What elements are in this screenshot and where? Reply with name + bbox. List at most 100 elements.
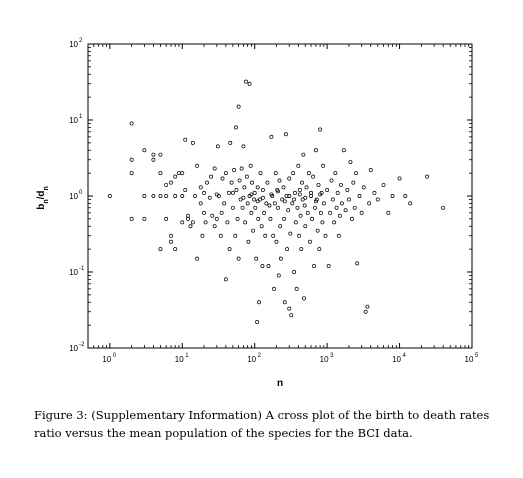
data-point xyxy=(241,144,246,149)
y-label-sub-1: n xyxy=(43,199,50,203)
data-point xyxy=(372,190,377,195)
x-tick-exponent: 3 xyxy=(330,353,334,359)
data-point xyxy=(249,210,254,215)
data-point xyxy=(129,121,134,126)
data-point xyxy=(255,320,260,324)
x-tick-label: 10 xyxy=(392,355,401,364)
data-point xyxy=(397,176,402,181)
data-point xyxy=(326,264,331,268)
data-point xyxy=(129,171,134,176)
data-point xyxy=(282,199,287,204)
data-point xyxy=(292,197,297,202)
data-point xyxy=(276,205,280,210)
data-point xyxy=(309,194,313,198)
data-point xyxy=(255,185,260,190)
data-point xyxy=(282,216,287,221)
data-point xyxy=(314,197,319,202)
data-point xyxy=(288,231,293,236)
data-point xyxy=(263,233,268,238)
data-point xyxy=(129,157,134,162)
data-point xyxy=(284,194,289,198)
data-point xyxy=(246,239,251,244)
data-point xyxy=(245,201,250,206)
data-point xyxy=(269,134,274,139)
data-point xyxy=(158,247,163,252)
data-point xyxy=(210,213,215,218)
data-point xyxy=(317,247,322,252)
y-label-b: b xyxy=(36,204,47,210)
x-tick-exponent: 0 xyxy=(113,353,117,359)
data-point xyxy=(232,168,237,172)
data-point xyxy=(268,216,273,221)
data-point xyxy=(338,182,343,187)
data-point xyxy=(262,210,267,215)
data-point xyxy=(198,201,203,206)
x-tick-exponent: 2 xyxy=(258,353,262,359)
y-tick-label: 10 xyxy=(69,192,78,201)
y-tick-label: 10 xyxy=(69,344,78,353)
data-point xyxy=(349,216,354,221)
data-point xyxy=(266,264,271,268)
data-point xyxy=(173,247,178,252)
data-point xyxy=(142,194,147,198)
data-point xyxy=(318,210,323,215)
data-point xyxy=(355,261,360,266)
data-point xyxy=(212,224,217,229)
data-point xyxy=(164,194,169,198)
data-point xyxy=(225,220,230,225)
svg-text:bn/dn: bn/dn xyxy=(36,186,50,210)
data-point xyxy=(311,174,316,179)
x-axis-label: n xyxy=(277,378,283,389)
data-point xyxy=(297,188,302,192)
data-point xyxy=(351,180,356,185)
data-point xyxy=(237,178,242,183)
data-point xyxy=(207,195,212,200)
data-point xyxy=(346,197,351,202)
data-point xyxy=(381,182,386,187)
data-point xyxy=(287,306,292,311)
data-point xyxy=(251,228,256,233)
data-point xyxy=(173,194,178,198)
x-tick-exponent: 4 xyxy=(403,353,407,359)
data-point xyxy=(302,203,307,208)
data-point xyxy=(341,148,346,153)
data-point xyxy=(365,304,370,309)
data-point xyxy=(333,171,338,176)
data-point xyxy=(180,171,185,176)
data-point xyxy=(293,220,298,225)
data-point xyxy=(345,188,350,192)
data-point xyxy=(265,180,270,185)
plot-area-frame xyxy=(87,43,473,349)
data-point xyxy=(252,197,256,202)
data-point xyxy=(357,194,362,198)
data-point xyxy=(303,224,308,229)
data-point xyxy=(195,256,199,261)
data-point xyxy=(272,286,276,291)
data-point xyxy=(233,125,238,130)
data-point xyxy=(236,104,241,109)
data-point xyxy=(313,148,318,153)
data-point xyxy=(305,210,310,215)
data-point xyxy=(283,132,288,137)
y-tick-exponent: 0 xyxy=(79,190,83,196)
data-point xyxy=(316,182,321,187)
x-axis-ticks: 10 0 10 1 10 2 10 3 10 4 10 5 xyxy=(93,44,479,364)
data-point xyxy=(408,201,413,206)
data-point xyxy=(273,171,278,176)
data-point xyxy=(425,174,430,179)
data-point xyxy=(321,163,326,168)
data-point xyxy=(367,201,372,206)
data-point xyxy=(260,195,265,200)
data-point xyxy=(313,199,318,204)
y-tick-exponent: 2 xyxy=(79,38,83,44)
data-point xyxy=(227,247,232,252)
data-point xyxy=(164,182,169,187)
data-point xyxy=(230,205,235,210)
data-point xyxy=(313,205,317,210)
data-point xyxy=(264,201,269,206)
data-point xyxy=(441,205,446,210)
data-point xyxy=(198,185,203,190)
data-point xyxy=(297,192,302,197)
data-point xyxy=(190,140,195,145)
